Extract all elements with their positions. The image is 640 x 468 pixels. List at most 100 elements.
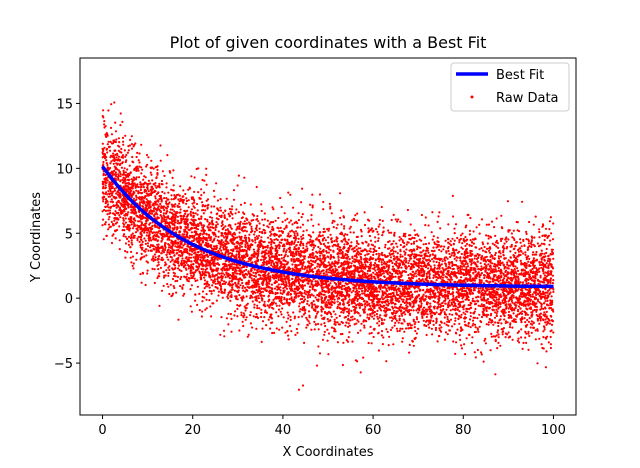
raw-data-point xyxy=(430,249,433,252)
raw-data-point xyxy=(410,257,413,260)
raw-data-point xyxy=(208,299,211,302)
raw-data-point xyxy=(415,316,418,319)
raw-data-point xyxy=(464,263,467,266)
raw-data-point xyxy=(409,238,412,241)
raw-data-point xyxy=(129,256,132,259)
raw-data-point xyxy=(475,296,478,299)
raw-data-point xyxy=(256,249,259,253)
raw-data-point xyxy=(500,239,503,243)
raw-data-point xyxy=(539,252,543,255)
raw-data-point xyxy=(222,241,225,244)
raw-data-point xyxy=(125,153,128,156)
raw-data-point xyxy=(259,258,263,261)
raw-data-point xyxy=(215,221,218,224)
raw-data-point xyxy=(130,143,134,146)
raw-data-point xyxy=(364,305,367,309)
raw-data-point xyxy=(497,246,500,249)
raw-data-point xyxy=(234,281,237,284)
raw-data-point xyxy=(137,159,140,162)
raw-data-point xyxy=(154,197,157,200)
raw-data-point xyxy=(480,281,483,284)
raw-data-point xyxy=(336,341,339,344)
raw-data-point xyxy=(401,279,404,282)
raw-data-point xyxy=(243,176,246,179)
raw-data-point xyxy=(254,236,257,239)
raw-data-point xyxy=(255,224,258,227)
raw-data-point xyxy=(159,214,162,217)
raw-data-point xyxy=(446,318,449,321)
raw-data-point xyxy=(390,218,393,222)
raw-data-point xyxy=(488,281,491,284)
raw-data-point xyxy=(512,276,515,279)
raw-data-point xyxy=(118,145,121,148)
raw-data-point xyxy=(376,315,379,318)
raw-data-point xyxy=(381,219,384,222)
raw-data-point xyxy=(336,292,339,295)
raw-data-point xyxy=(306,302,309,305)
raw-data-point xyxy=(141,205,145,208)
raw-data-point xyxy=(106,143,109,146)
raw-data-point xyxy=(258,222,261,225)
raw-data-point xyxy=(327,256,330,259)
raw-data-point xyxy=(308,316,311,319)
raw-data-point xyxy=(130,178,133,181)
raw-data-point xyxy=(436,220,439,223)
raw-data-point xyxy=(329,282,332,285)
raw-data-point xyxy=(389,256,392,259)
raw-data-point xyxy=(399,303,403,306)
raw-data-point xyxy=(109,126,113,129)
raw-data-point xyxy=(358,293,362,296)
raw-data-point xyxy=(319,263,322,266)
raw-data-point xyxy=(301,213,304,216)
raw-data-point xyxy=(428,273,431,276)
raw-data-point xyxy=(489,247,492,250)
raw-data-point xyxy=(435,295,438,298)
raw-data-point xyxy=(268,289,271,292)
raw-data-point xyxy=(433,242,436,245)
raw-data-point xyxy=(409,298,412,301)
raw-data-point xyxy=(217,230,220,233)
raw-data-point xyxy=(203,179,206,182)
raw-data-point xyxy=(411,270,415,273)
raw-data-point xyxy=(106,163,109,167)
raw-data-point xyxy=(127,235,131,238)
raw-data-point xyxy=(160,289,164,292)
raw-data-point xyxy=(205,233,208,236)
raw-data-point xyxy=(156,213,159,216)
raw-data-point xyxy=(138,152,141,155)
raw-data-point xyxy=(404,257,408,260)
raw-data-point xyxy=(480,303,483,306)
raw-data-point xyxy=(520,336,523,339)
raw-data-point xyxy=(488,288,491,291)
raw-data-point xyxy=(401,285,404,288)
raw-data-point xyxy=(409,223,412,226)
raw-data-point xyxy=(179,226,182,229)
raw-data-point xyxy=(505,240,508,243)
raw-data-point xyxy=(255,226,258,229)
raw-data-point xyxy=(278,247,281,250)
raw-data-point xyxy=(363,303,366,306)
raw-data-point xyxy=(415,318,419,321)
raw-data-point xyxy=(278,230,281,233)
raw-data-point xyxy=(510,316,513,319)
raw-data-point xyxy=(552,290,555,293)
raw-data-point xyxy=(103,208,106,212)
raw-data-point xyxy=(346,275,349,278)
raw-data-point xyxy=(128,229,131,232)
raw-data-point xyxy=(543,326,546,329)
raw-data-point xyxy=(405,304,408,307)
raw-data-point xyxy=(487,237,490,240)
raw-data-point xyxy=(429,265,432,268)
raw-data-point xyxy=(112,152,115,155)
raw-data-point xyxy=(243,222,247,225)
raw-data-point xyxy=(412,260,415,263)
raw-data-point xyxy=(124,171,127,174)
raw-data-point xyxy=(300,201,303,204)
raw-data-point xyxy=(302,247,305,250)
raw-data-point xyxy=(379,314,382,317)
raw-data-point xyxy=(363,326,366,329)
raw-data-point xyxy=(178,268,181,272)
raw-data-point xyxy=(540,266,543,269)
raw-data-point xyxy=(512,229,515,232)
raw-data-point xyxy=(119,216,122,219)
